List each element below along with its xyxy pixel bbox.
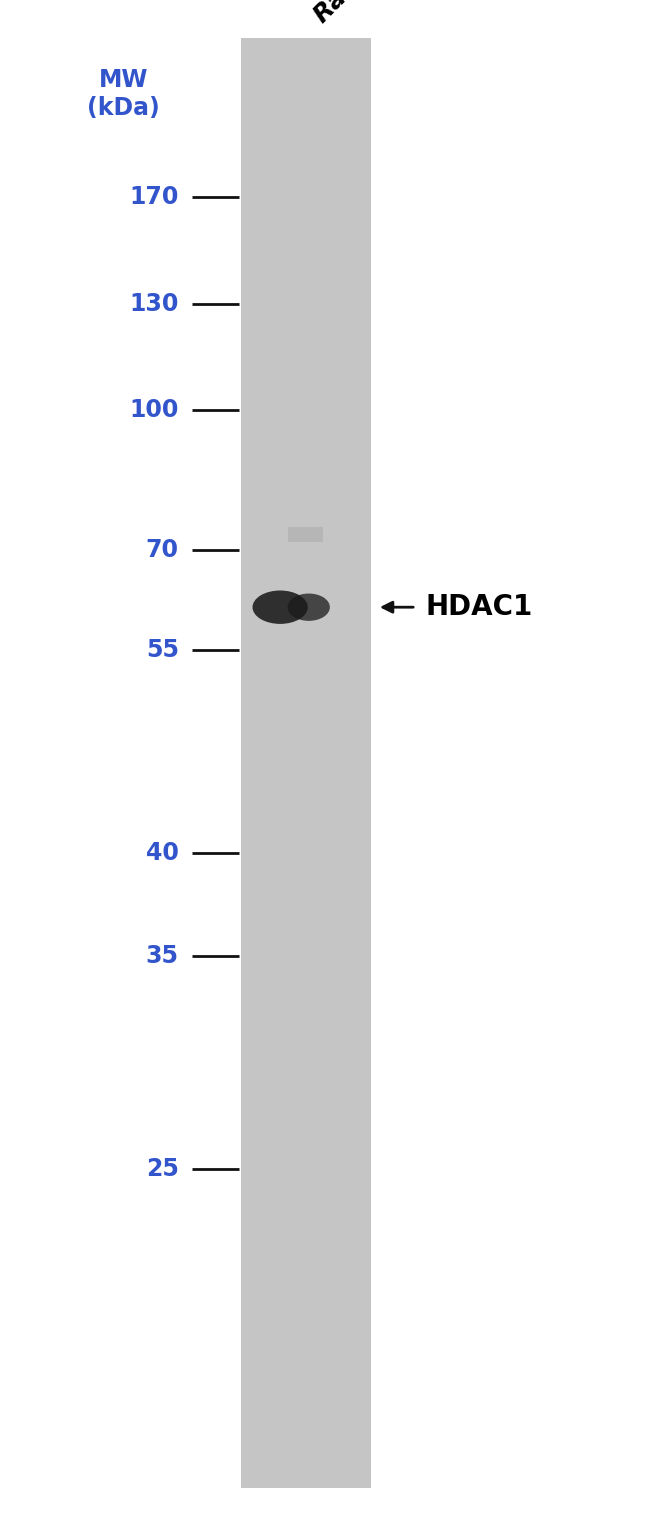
Text: 25: 25 <box>146 1157 179 1181</box>
Text: 40: 40 <box>146 841 179 865</box>
Text: 130: 130 <box>129 291 179 316</box>
Bar <box>240 38 370 1488</box>
Ellipse shape <box>252 591 308 624</box>
Text: Rat2: Rat2 <box>309 0 372 27</box>
Text: HDAC1: HDAC1 <box>426 594 533 621</box>
Text: 170: 170 <box>129 185 179 209</box>
Text: 100: 100 <box>129 398 179 422</box>
Bar <box>287 527 323 542</box>
Text: 55: 55 <box>146 638 179 662</box>
Text: 35: 35 <box>146 944 179 968</box>
Text: MW
(kDa): MW (kDa) <box>87 68 160 120</box>
Ellipse shape <box>287 594 330 621</box>
Text: 70: 70 <box>146 537 179 562</box>
